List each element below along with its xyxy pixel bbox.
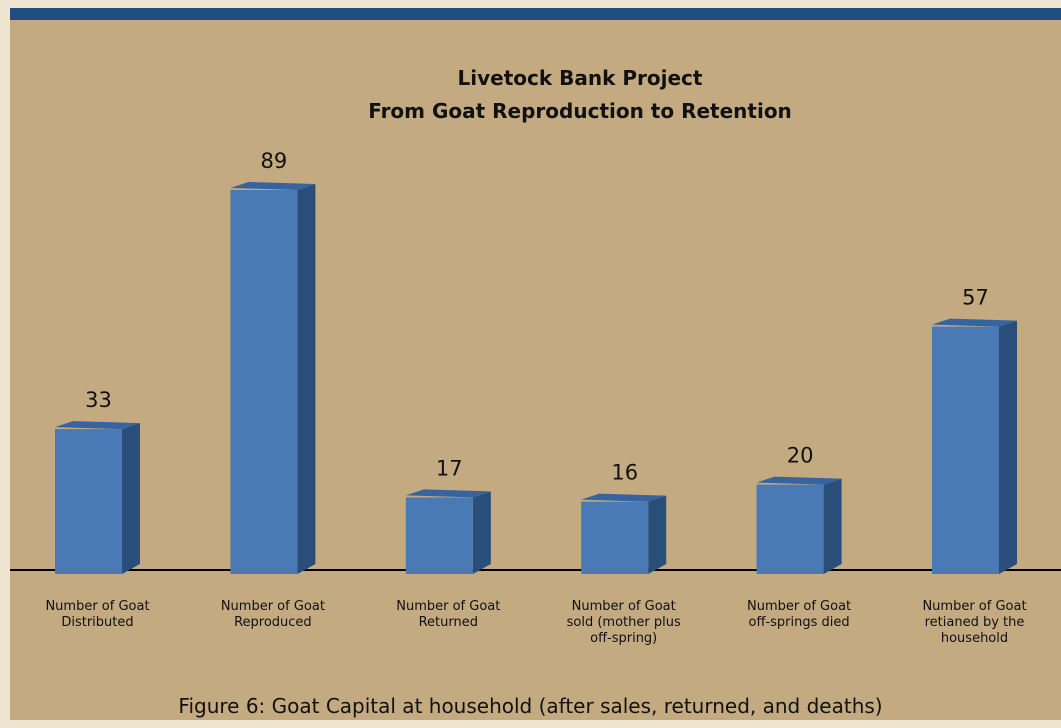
bar-top xyxy=(405,489,491,498)
x-tick-label: Number of Goat off-springs died xyxy=(747,599,852,630)
caption: Figure 6: Goat Capital at household (aft… xyxy=(178,694,883,718)
x-tick-label: Number of Goat Reproduced xyxy=(220,599,325,630)
bar-side xyxy=(122,423,140,574)
bar-side xyxy=(999,320,1017,574)
chart-title: Livetock Bank Project From Goat Reproduc… xyxy=(368,66,792,123)
value-label: 57 xyxy=(962,286,989,310)
plot-background xyxy=(10,8,1061,720)
bar-side xyxy=(823,478,842,574)
bar-top xyxy=(55,421,140,430)
bar-top xyxy=(581,493,667,502)
value-label: 17 xyxy=(436,456,463,480)
bar-side xyxy=(472,491,491,574)
bar xyxy=(55,429,122,574)
value-label: 20 xyxy=(787,444,814,468)
bar-top xyxy=(932,318,1017,327)
bar xyxy=(932,326,999,574)
bar xyxy=(405,497,473,574)
x-tick-label: Number of Goat retianed by the household xyxy=(922,599,1027,646)
bar xyxy=(756,484,824,574)
x-tick-label: Number of Goat Distributed xyxy=(45,599,150,630)
value-label: 16 xyxy=(611,461,638,485)
top-band xyxy=(10,8,1061,20)
bar-top xyxy=(230,181,316,190)
bar xyxy=(581,501,649,574)
value-label: 89 xyxy=(261,149,288,173)
x-tick-label: Number of Goat Returned xyxy=(396,599,501,630)
value-label: 33 xyxy=(85,388,112,412)
bar-side xyxy=(297,183,316,574)
bar-top xyxy=(756,476,842,485)
bar xyxy=(230,189,298,574)
bar-side xyxy=(648,495,667,574)
x-tick-label: Number of Goat sold (mother plus off-spr… xyxy=(566,599,681,646)
